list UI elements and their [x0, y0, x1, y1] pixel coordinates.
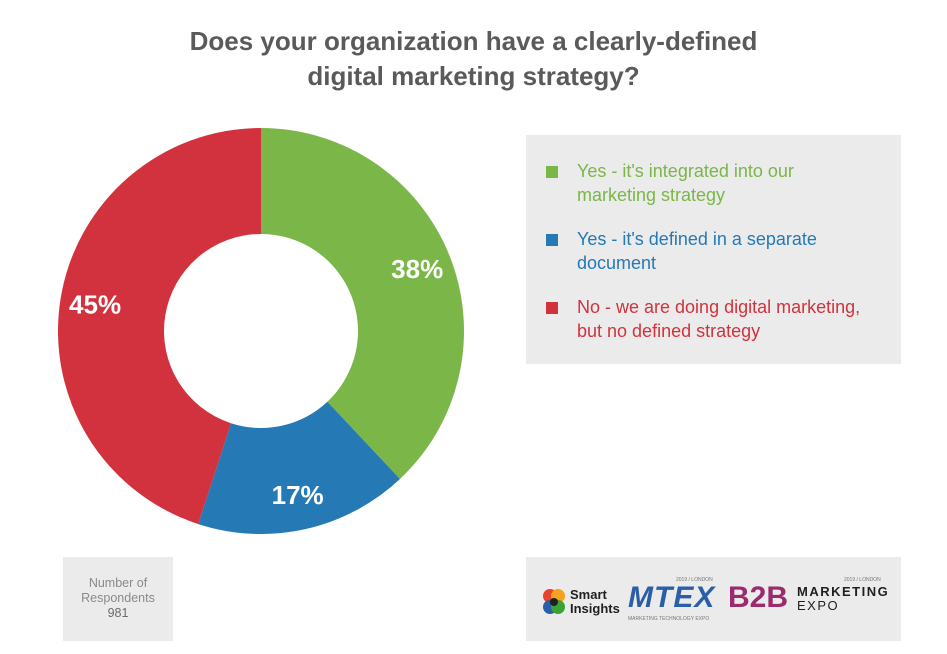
respondents-count: 981: [107, 606, 129, 620]
respondents-label-line-1: Number of: [88, 576, 148, 590]
b2b-logo-tag: 2019 / LONDON: [844, 577, 881, 583]
legend-line: Yes - it's integrated into our: [577, 161, 794, 181]
legend-line: marketing strategy: [577, 185, 726, 205]
legend-item-integrated: Yes - it's integrated into our marketing…: [546, 159, 896, 207]
legend-swatch-separate-document: [546, 234, 558, 246]
slice-label-no-strategy: 45%: [69, 290, 121, 320]
chart-title-line-1: Does your organization have a clearly-de…: [189, 26, 758, 56]
legend-line: but no defined strategy: [577, 321, 761, 341]
legend-line: No - we are doing digital marketing,: [577, 297, 861, 317]
slice-label-separate-document: 17%: [272, 480, 324, 510]
respondents-box: Number of Respondents 981: [63, 557, 173, 641]
smart-insights-word-1: Smart: [570, 587, 607, 602]
legend-item-separate-document: Yes - it's defined in a separate documen…: [546, 227, 896, 275]
mtex-logo-tag: 2019 / LONDON: [676, 577, 713, 583]
chart-title-line-2: digital marketing strategy?: [307, 61, 640, 91]
donut-chart: 38% 17% 45%: [58, 128, 464, 534]
legend-text-integrated: Yes - it's integrated into our marketing…: [577, 159, 896, 207]
mtex-logo: MTEX: [628, 581, 716, 614]
donut-slices: [58, 128, 464, 534]
slice-label-integrated: 38%: [391, 254, 443, 284]
legend-text-no-strategy: No - we are doing digital marketing, but…: [577, 295, 896, 343]
smart-insights-logo-icon: [543, 589, 565, 614]
respondents-label-line-2: Respondents: [81, 591, 155, 605]
b2b-logo-expo: EXPO: [797, 598, 840, 613]
legend-text-separate-document: Yes - it's defined in a separate documen…: [577, 227, 896, 275]
legend-swatch-no-strategy: [546, 302, 558, 314]
donut-slice-separate-document: [198, 401, 400, 534]
mtex-logo-subtitle: MARKETING TECHNOLOGY EXPO: [628, 616, 710, 622]
b2b-logo-marketing: MARKETING: [797, 584, 890, 599]
sponsor-logos: Smart Insights 2019 / LONDON MTEX MARKET…: [526, 557, 901, 641]
legend-line: Yes - it's defined in a separate: [577, 229, 817, 249]
legend-item-no-strategy: No - we are doing digital marketing, but…: [546, 295, 896, 343]
donut-slice-labels: 38% 17% 45%: [69, 254, 443, 510]
donut-slice-no-strategy: [58, 128, 262, 525]
legend: Yes - it's integrated into our marketing…: [526, 135, 901, 364]
b2b-logo: B2B: [728, 581, 789, 614]
donut-slice-integrated: [261, 128, 464, 479]
legend-swatch-integrated: [546, 166, 558, 178]
chart-title: Does your organization have a clearly-de…: [0, 24, 947, 94]
legend-line: document: [577, 253, 657, 273]
smart-insights-word-2: Insights: [570, 601, 620, 616]
